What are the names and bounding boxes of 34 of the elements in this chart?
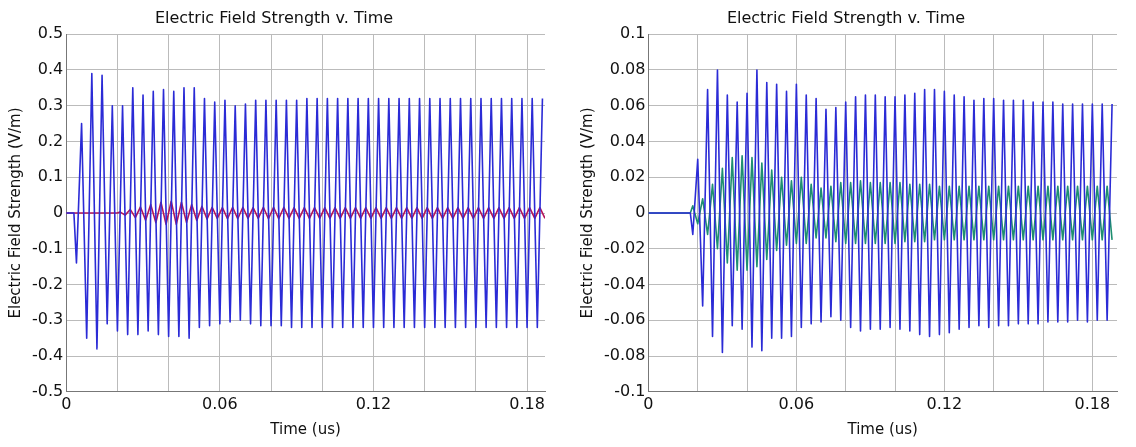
y-tick-label: 0.1 <box>37 166 64 186</box>
y-tick-label: 0.06 <box>609 94 646 114</box>
x-tick-label: 0.06 <box>202 393 238 413</box>
y-tick-label: -0.1 <box>32 237 64 257</box>
x-tick-label: 0.12 <box>926 393 963 413</box>
y-tick-label: 0 <box>635 202 646 222</box>
y-tick-label: 0.02 <box>609 166 646 186</box>
chart-title: Electric Field Strength v. Time <box>154 7 394 27</box>
x-axis-title: Time (us) <box>846 419 918 438</box>
y-tick-label: -0.04 <box>603 273 646 293</box>
y-tick-label: 0.4 <box>37 59 64 79</box>
y-tick-label: 0.2 <box>37 130 64 150</box>
y-tick-label: -0.3 <box>32 309 64 329</box>
y-tick-label: 0.3 <box>37 94 64 114</box>
y-tick-label: -0.06 <box>603 309 646 329</box>
y-tick-label: -0.08 <box>603 345 646 365</box>
y-tick-label: -0.4 <box>32 345 64 365</box>
y-tick-label: 0.5 <box>37 23 64 43</box>
x-tick-label: 0.18 <box>509 393 545 413</box>
y-tick-label: 0 <box>53 202 64 222</box>
x-tick-label: 0.18 <box>1074 393 1111 413</box>
y-tick-label: -0.5 <box>32 380 64 400</box>
y-tick-label: -0.1 <box>614 380 646 400</box>
y-axis-title: Electric Field Strength (V/m) <box>5 107 24 319</box>
chart-title: Electric Field Strength v. Time <box>726 7 966 27</box>
x-axis-title: Time (us) <box>269 419 341 438</box>
x-tick-label: 0.06 <box>778 393 815 413</box>
x-tick-label: 0.12 <box>355 393 392 413</box>
y-axis-title: Electric Field Strength (V/m) <box>577 107 596 319</box>
y-tick-label: 0.04 <box>609 130 646 150</box>
y-tick-label: 0.08 <box>609 59 646 79</box>
y-tick-label: -0.02 <box>603 237 646 257</box>
y-tick-label: -0.2 <box>32 273 64 293</box>
y-tick-label: 0.1 <box>619 23 646 43</box>
